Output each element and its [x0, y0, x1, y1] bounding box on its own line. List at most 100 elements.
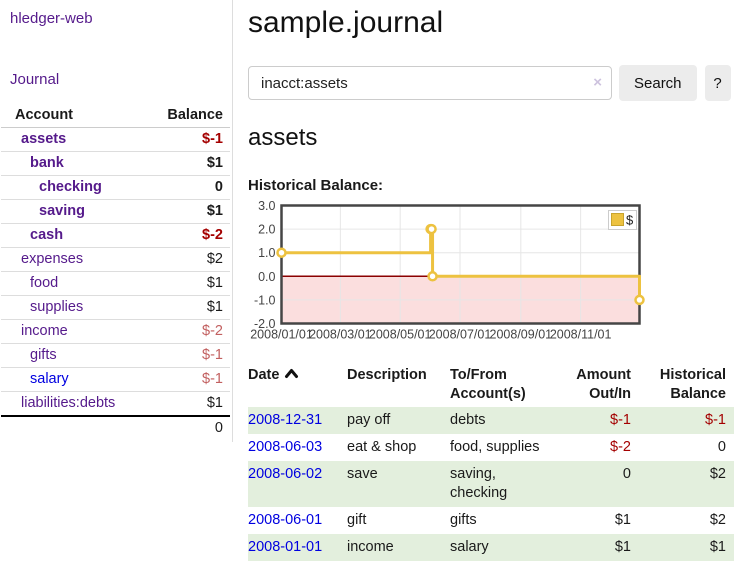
- register-amount-cell: $1: [614, 512, 631, 528]
- svg-text:-1.0: -1.0: [254, 293, 276, 307]
- account-row: food $1: [1, 271, 230, 296]
- account-cell: supplies: [1, 295, 149, 320]
- account-row: salary $-1: [1, 367, 230, 392]
- register-row: 2008-06-02 save saving, checking 0 $2: [248, 461, 734, 507]
- account-cell: food: [1, 271, 149, 296]
- transaction-date-link[interactable]: 2008-06-02: [248, 466, 323, 482]
- account-link[interactable]: gifts: [30, 347, 57, 363]
- register-accounts-cell: gifts: [450, 512, 477, 528]
- register-date-cell: 2008-01-01: [248, 534, 347, 561]
- account-link[interactable]: expenses: [21, 251, 84, 267]
- nav-journal-link[interactable]: Journal: [10, 71, 60, 88]
- account-row: gifts $-1: [1, 343, 230, 368]
- register-header-date[interactable]: Date: [248, 363, 347, 407]
- main-content: sample.journal × Search ? assets Histori…: [248, 0, 734, 561]
- register-row: 2008-06-03 eat & shop food, supplies $-2 0: [248, 434, 734, 461]
- account-balance: $2: [148, 247, 230, 272]
- account-link[interactable]: food: [30, 275, 59, 291]
- register-header-balance: Historical Balance: [659, 367, 726, 402]
- register-accounts-cell: debts: [450, 412, 486, 428]
- svg-text:3.0: 3.0: [258, 201, 275, 213]
- account-cell: gifts: [1, 343, 149, 368]
- svg-text:0.0: 0.0: [258, 270, 275, 284]
- account-row: cash $-2: [1, 223, 230, 248]
- register-description-cell: save: [347, 466, 378, 482]
- account-link[interactable]: liabilities:debts: [21, 395, 116, 411]
- search-form: × Search ?: [248, 65, 734, 101]
- svg-text:2008/11/01: 2008/11/01: [550, 328, 612, 342]
- svg-text:2008/03/01: 2008/03/01: [309, 328, 372, 342]
- register-description-cell: income: [347, 539, 394, 555]
- account-balance: $1: [148, 295, 230, 320]
- svg-text:2008/07/01: 2008/07/01: [429, 328, 492, 342]
- register-date-cell: 2008-06-03: [248, 434, 347, 461]
- account-link[interactable]: assets: [21, 131, 67, 147]
- register-amount-cell: $-2: [610, 439, 631, 455]
- account-row: checking 0: [1, 175, 230, 200]
- page-title: sample.journal: [248, 6, 444, 39]
- clear-search-icon[interactable]: ×: [593, 74, 602, 91]
- help-button[interactable]: ?: [704, 65, 731, 101]
- svg-text:2.0: 2.0: [258, 223, 275, 237]
- chart-container: 3.0 2.0 1.0 0.0 -1.0 -2.0 2008/01/01 2008/03/01…: [248, 199, 734, 353]
- register-balance-cell: $2: [709, 466, 726, 482]
- register-amount-cell: $1: [614, 539, 631, 555]
- account-link[interactable]: supplies: [30, 299, 84, 315]
- account-balance: $1: [148, 199, 230, 224]
- register-description-cell: gift: [347, 512, 367, 528]
- register-accounts-cell: food, supplies: [450, 439, 540, 455]
- search-input[interactable]: [248, 66, 612, 100]
- account-link[interactable]: bank: [30, 155, 64, 171]
- register-amount-cell: $-1: [610, 412, 631, 428]
- account-balance: $-2: [148, 223, 230, 248]
- register-header-amount: Amount Out/In: [576, 367, 631, 402]
- svg-text:1.0: 1.0: [258, 246, 275, 260]
- account-balance: $-1: [148, 343, 230, 368]
- register-date-cell: 2008-06-02: [248, 461, 347, 507]
- chart-title: Historical Balance:: [248, 177, 384, 194]
- register-description-cell: eat & shop: [347, 439, 417, 455]
- brand-link[interactable]: hledger-web: [10, 10, 93, 27]
- transaction-date-link[interactable]: 2008-06-01: [248, 512, 323, 528]
- sidebar-account-rows: assets $-1 bank $1 checking 0 saving $1 cash $-2 e…: [1, 127, 230, 417]
- account-balance: $1: [148, 271, 230, 296]
- register-accounts-cell: salary: [450, 539, 489, 555]
- transaction-date-link[interactable]: 2008-01-01: [248, 539, 323, 555]
- account-row: assets $-1: [1, 127, 230, 152]
- accounts-total-row: 0: [1, 415, 230, 440]
- balance-chart: 3.0 2.0 1.0 0.0 -1.0 -2.02008/01/012008/03/01…: [250, 199, 645, 342]
- account-row: bank $1: [1, 151, 230, 176]
- transaction-date-link[interactable]: 2008-06-03: [248, 439, 323, 455]
- search-button[interactable]: Search: [619, 65, 697, 101]
- register-balance-cell: $-1: [705, 412, 726, 428]
- register-row: 2008-01-01 income salary $1 $1: [248, 534, 734, 561]
- account-cell: income: [1, 319, 149, 344]
- svg-text:2008/01/01: 2008/01/01: [250, 328, 313, 342]
- register-row: 2008-06-01 gift gifts $1 $2: [248, 507, 734, 534]
- account-cell: salary: [1, 367, 149, 392]
- account-balance: $-1: [148, 367, 230, 392]
- sidebar: hledger-web Journal Account Balance asse…: [0, 0, 233, 442]
- account-link[interactable]: salary: [30, 371, 69, 387]
- account-row: liabilities:debts $1: [1, 391, 230, 417]
- register-row: 2008-12-31 pay off debts $-1 $-1: [248, 407, 734, 434]
- register-date-cell: 2008-06-01: [248, 507, 347, 534]
- register-header-accounts: To/From Account(s): [450, 367, 526, 402]
- account-row: saving $1: [1, 199, 230, 224]
- account-link[interactable]: checking: [39, 179, 102, 195]
- account-balance: $1: [148, 151, 230, 176]
- transaction-date-link[interactable]: 2008-12-31: [248, 412, 323, 428]
- register-description-cell: pay off: [347, 412, 391, 428]
- accounts-total: 0: [148, 415, 230, 440]
- svg-text:2008/09/01: 2008/09/01: [490, 328, 553, 342]
- account-link[interactable]: saving: [39, 203, 85, 219]
- register-header-description: Description: [347, 367, 427, 383]
- account-link[interactable]: income: [21, 323, 68, 339]
- accounts-header-account: Account: [1, 104, 149, 128]
- register-table: Date Description To/From Account(s) Amou…: [248, 363, 734, 561]
- account-cell: assets: [1, 127, 149, 152]
- account-link[interactable]: cash: [30, 227, 64, 243]
- accounts-header-balance: Balance: [148, 104, 230, 128]
- sort-ascending-icon: [284, 366, 299, 385]
- account-row: income $-2: [1, 319, 230, 344]
